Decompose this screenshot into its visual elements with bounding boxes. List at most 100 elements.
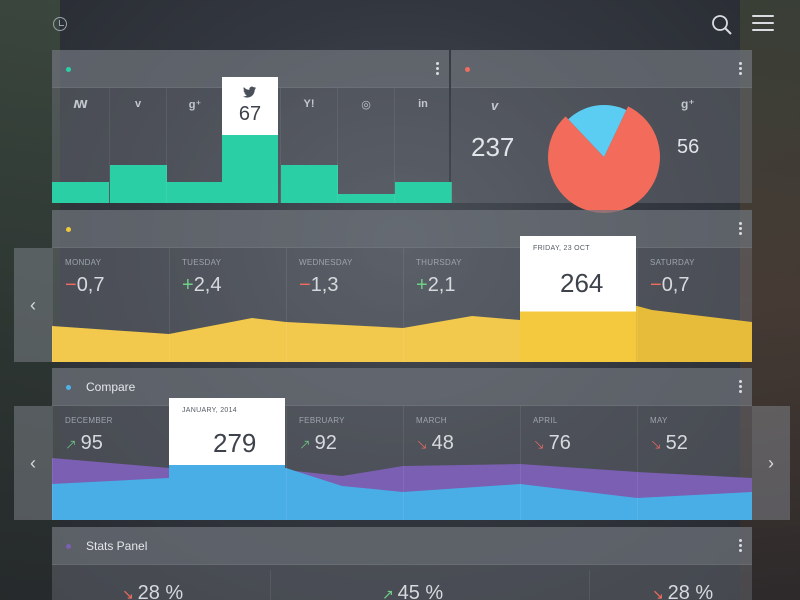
stat-item: ↗ 45 % [382, 582, 444, 600]
day-saturday-value: −0,7 [650, 274, 690, 296]
stumbleupon-icon: ꟿ [73, 99, 88, 111]
status-dot [465, 67, 470, 72]
bar-vimeo [110, 165, 167, 203]
month-december-value: ↗ 95 [65, 432, 103, 454]
bar-yahoo [281, 165, 338, 203]
day-monday[interactable]: MONDAY −0,7 [52, 248, 169, 362]
more-options-icon[interactable] [739, 222, 742, 237]
bar-stumbleupon [52, 182, 109, 203]
highlight-day-value: 264 [560, 268, 604, 298]
prev-month-button[interactable]: ‹ [14, 406, 52, 520]
compare-title: Compare [86, 380, 136, 394]
status-dot [66, 67, 71, 72]
more-options-icon[interactable] [436, 62, 439, 77]
background-left [0, 0, 60, 600]
day-saturday-label: SATURDAY [650, 258, 695, 267]
bar-google-plus [167, 182, 224, 203]
more-options-icon[interactable] [739, 539, 742, 554]
month-march[interactable]: MARCH ↘ 48 [403, 406, 520, 520]
twitter-value: 67 [238, 103, 262, 125]
panel-header [451, 50, 752, 88]
pie-slice-google-plus [568, 105, 627, 157]
stat-divider [589, 570, 590, 600]
hamburger-menu-icon[interactable] [752, 15, 774, 36]
clock-icon[interactable] [53, 17, 67, 31]
month-april-value: ↘ 76 [533, 432, 571, 454]
yahoo-icon: Y! [303, 98, 315, 110]
day-wednesday-label: WEDNESDAY [299, 258, 353, 267]
weekly-area-fill [52, 316, 520, 362]
month-february-label: FEBRUARY [299, 416, 345, 425]
highlight-month-label: JANUARY, 2014 [182, 407, 238, 414]
highlight-card: 67 [222, 77, 278, 135]
social-column-dribbble[interactable]: ◎ [337, 88, 395, 203]
compare-panel: Compare DECEMBER ↗ 95 FEBRUARY ↗ 92 MARCH ↘ 4… [52, 368, 752, 520]
month-april-label: APRIL [533, 416, 558, 425]
month-december[interactable]: DECEMBER ↗ 95 [52, 406, 169, 520]
day-tuesday-value: +2,4 [182, 274, 222, 296]
google-plus-icon: g⁺ [188, 99, 202, 111]
day-saturday[interactable]: SATURDAY −0,7 [637, 248, 752, 362]
day-monday-label: MONDAY [65, 258, 102, 267]
day-wednesday[interactable]: WEDNESDAY −1,3 [286, 248, 403, 362]
prev-week-button[interactable]: ‹ [14, 248, 52, 362]
status-dot [66, 227, 71, 232]
bar-linkedin [395, 182, 452, 203]
day-thursday[interactable]: THURSDAY +2,1 [403, 248, 520, 362]
panel-header: Compare [52, 368, 752, 406]
day-thursday-label: THURSDAY [416, 258, 462, 267]
vimeo-count: 237 [471, 132, 515, 162]
stat-divider [270, 570, 271, 600]
pie-chart [548, 105, 660, 213]
social-column-vimeo[interactable]: v [109, 88, 167, 203]
next-month-button[interactable]: › [752, 406, 790, 520]
day-tuesday-label: TUESDAY [182, 258, 222, 267]
social-bars-panel: ꟿ v g⁺ Y! ◎ in 67 [52, 50, 452, 203]
panel-header: Stats Panel [52, 527, 752, 565]
month-march-label: MARCH [416, 416, 447, 425]
month-may-value: ↘ 52 [650, 432, 688, 454]
highlight-day-label: FRIDAY, 23 OCT [533, 245, 590, 252]
status-dot [66, 544, 71, 549]
more-options-icon[interactable] [739, 380, 742, 395]
day-thursday-value: +2,1 [416, 274, 456, 296]
highlight-bar [222, 135, 278, 203]
highlight-month-value: 279 [213, 428, 257, 458]
bar-dribbble [338, 194, 395, 203]
dribbble-icon: ◎ [361, 99, 371, 111]
twitter-icon [243, 86, 256, 98]
pie-chart-panel: v g⁺ 237 56 [451, 50, 752, 213]
more-options-icon[interactable] [739, 62, 742, 77]
month-may-label: MAY [650, 416, 668, 425]
google-plus-icon: g⁺ [681, 97, 695, 111]
vimeo-icon: v [134, 98, 142, 110]
social-column-google-plus[interactable]: g⁺ [166, 88, 224, 203]
month-february[interactable]: FEBRUARY ↗ 92 [286, 406, 403, 520]
google-plus-count: 56 [677, 136, 700, 158]
month-december-label: DECEMBER [65, 416, 113, 425]
top-bar [0, 0, 800, 48]
month-march-value: ↘ 48 [416, 432, 454, 454]
stat-item: ↘ 28 % [652, 582, 714, 600]
highlight-month-card[interactable]: JANUARY, 2014 279 [169, 398, 285, 520]
month-february-value: ↗ 92 [299, 432, 337, 454]
highlight-day-card[interactable]: FRIDAY, 23 OCT 264 [520, 236, 636, 362]
day-monday-value: −0,7 [65, 274, 105, 296]
pie-slice-vimeo [548, 106, 660, 213]
month-may[interactable]: MAY ↘ 52 [637, 406, 754, 520]
social-column-stumbleupon[interactable]: ꟿ [52, 88, 109, 203]
social-column-yahoo[interactable]: Y! [280, 88, 338, 203]
day-wednesday-value: −1,3 [299, 274, 339, 296]
vimeo-icon: v [491, 98, 499, 113]
stats-title: Stats Panel [86, 539, 148, 553]
stats-panel: Stats Panel ↘ 28 % ↗ 45 % ↘ 28 % [52, 527, 752, 600]
stat-item: ↘ 28 % [122, 582, 184, 600]
day-tuesday[interactable]: TUESDAY +2,4 [169, 248, 286, 362]
panel-header [52, 210, 752, 248]
weekly-panel: MONDAY −0,7 TUESDAY +2,4 WEDNESDAY −1,3 THURSD… [52, 210, 752, 362]
search-icon[interactable] [711, 14, 733, 36]
status-dot [66, 385, 71, 390]
month-april[interactable]: APRIL ↘ 76 [520, 406, 637, 520]
social-column-linkedin[interactable]: in [394, 88, 452, 203]
linkedin-icon: in [418, 98, 428, 110]
